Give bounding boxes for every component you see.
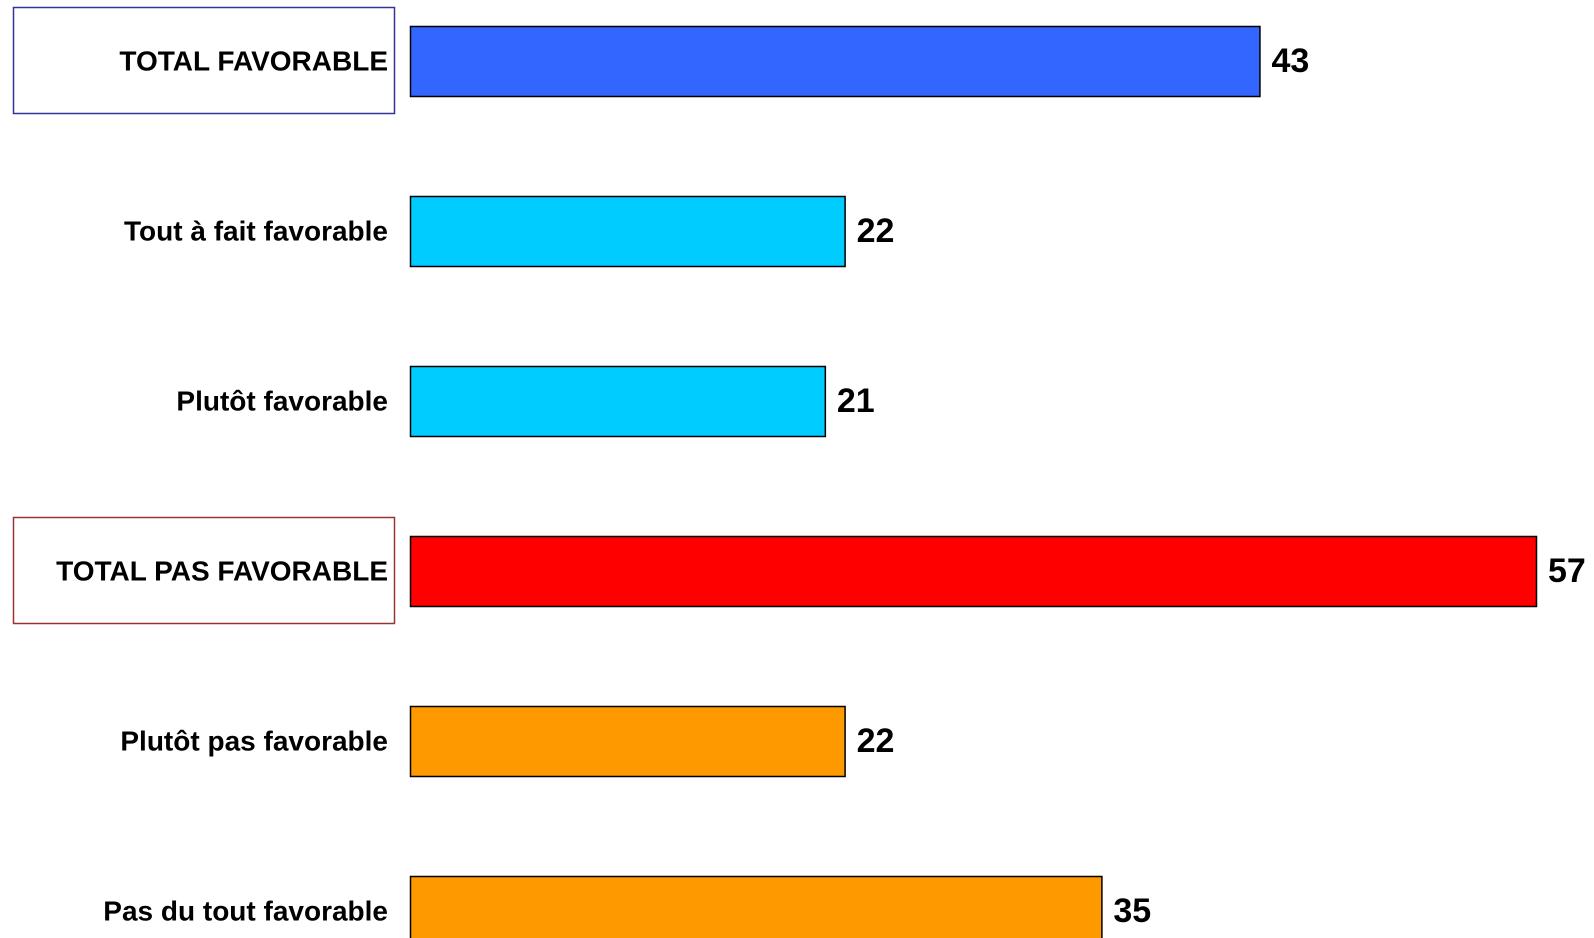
- data-label: 35: [1113, 892, 1151, 930]
- category-label: Tout à fait favorable: [124, 216, 388, 247]
- data-label: 22: [857, 722, 895, 760]
- bar: [409, 25, 1261, 98]
- category-label: Plutôt favorable: [176, 386, 388, 417]
- category-label-box: [12, 516, 396, 625]
- data-label: 57: [1548, 552, 1586, 590]
- data-label: 22: [857, 212, 895, 250]
- data-label: 43: [1271, 42, 1309, 80]
- category-label: TOTAL PAS FAVORABLE: [56, 556, 388, 587]
- bar: [409, 195, 846, 268]
- bar: [409, 705, 846, 778]
- category-label: Plutôt pas favorable: [120, 726, 388, 757]
- category-label: TOTAL FAVORABLE: [119, 46, 388, 77]
- bar: [409, 365, 827, 438]
- bar: [409, 875, 1103, 938]
- category-label-box: [12, 6, 396, 115]
- category-label: Pas du tout favorable: [103, 896, 388, 927]
- data-label: 21: [837, 382, 875, 420]
- bar: [409, 535, 1538, 608]
